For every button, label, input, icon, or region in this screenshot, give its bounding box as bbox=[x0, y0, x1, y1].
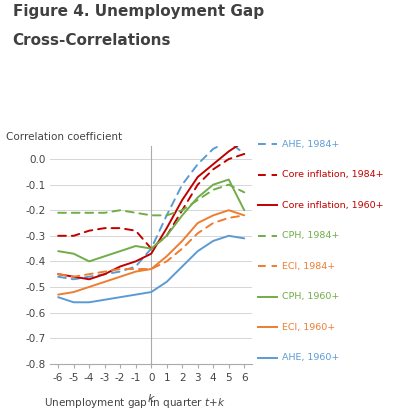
Text: Core inflation, 1984+: Core inflation, 1984+ bbox=[282, 170, 384, 179]
Text: ECI, 1984+: ECI, 1984+ bbox=[282, 262, 336, 271]
Text: Core inflation, 1960+: Core inflation, 1960+ bbox=[282, 201, 384, 210]
Text: Correlation coefficient: Correlation coefficient bbox=[6, 132, 122, 142]
Text: Unemployment gap in quarter $t$+$k$: Unemployment gap in quarter $t$+$k$ bbox=[44, 396, 225, 410]
Text: ECI, 1960+: ECI, 1960+ bbox=[282, 323, 336, 332]
Text: AHE, 1960+: AHE, 1960+ bbox=[282, 353, 340, 362]
Text: AHE, 1984+: AHE, 1984+ bbox=[282, 140, 340, 149]
Text: CPH, 1984+: CPH, 1984+ bbox=[282, 231, 340, 240]
Text: Figure 4. Unemployment Gap: Figure 4. Unemployment Gap bbox=[13, 4, 264, 19]
Text: CPH, 1960+: CPH, 1960+ bbox=[282, 292, 340, 301]
Text: Cross-Correlations: Cross-Correlations bbox=[13, 33, 171, 48]
Text: $k$: $k$ bbox=[147, 392, 155, 404]
